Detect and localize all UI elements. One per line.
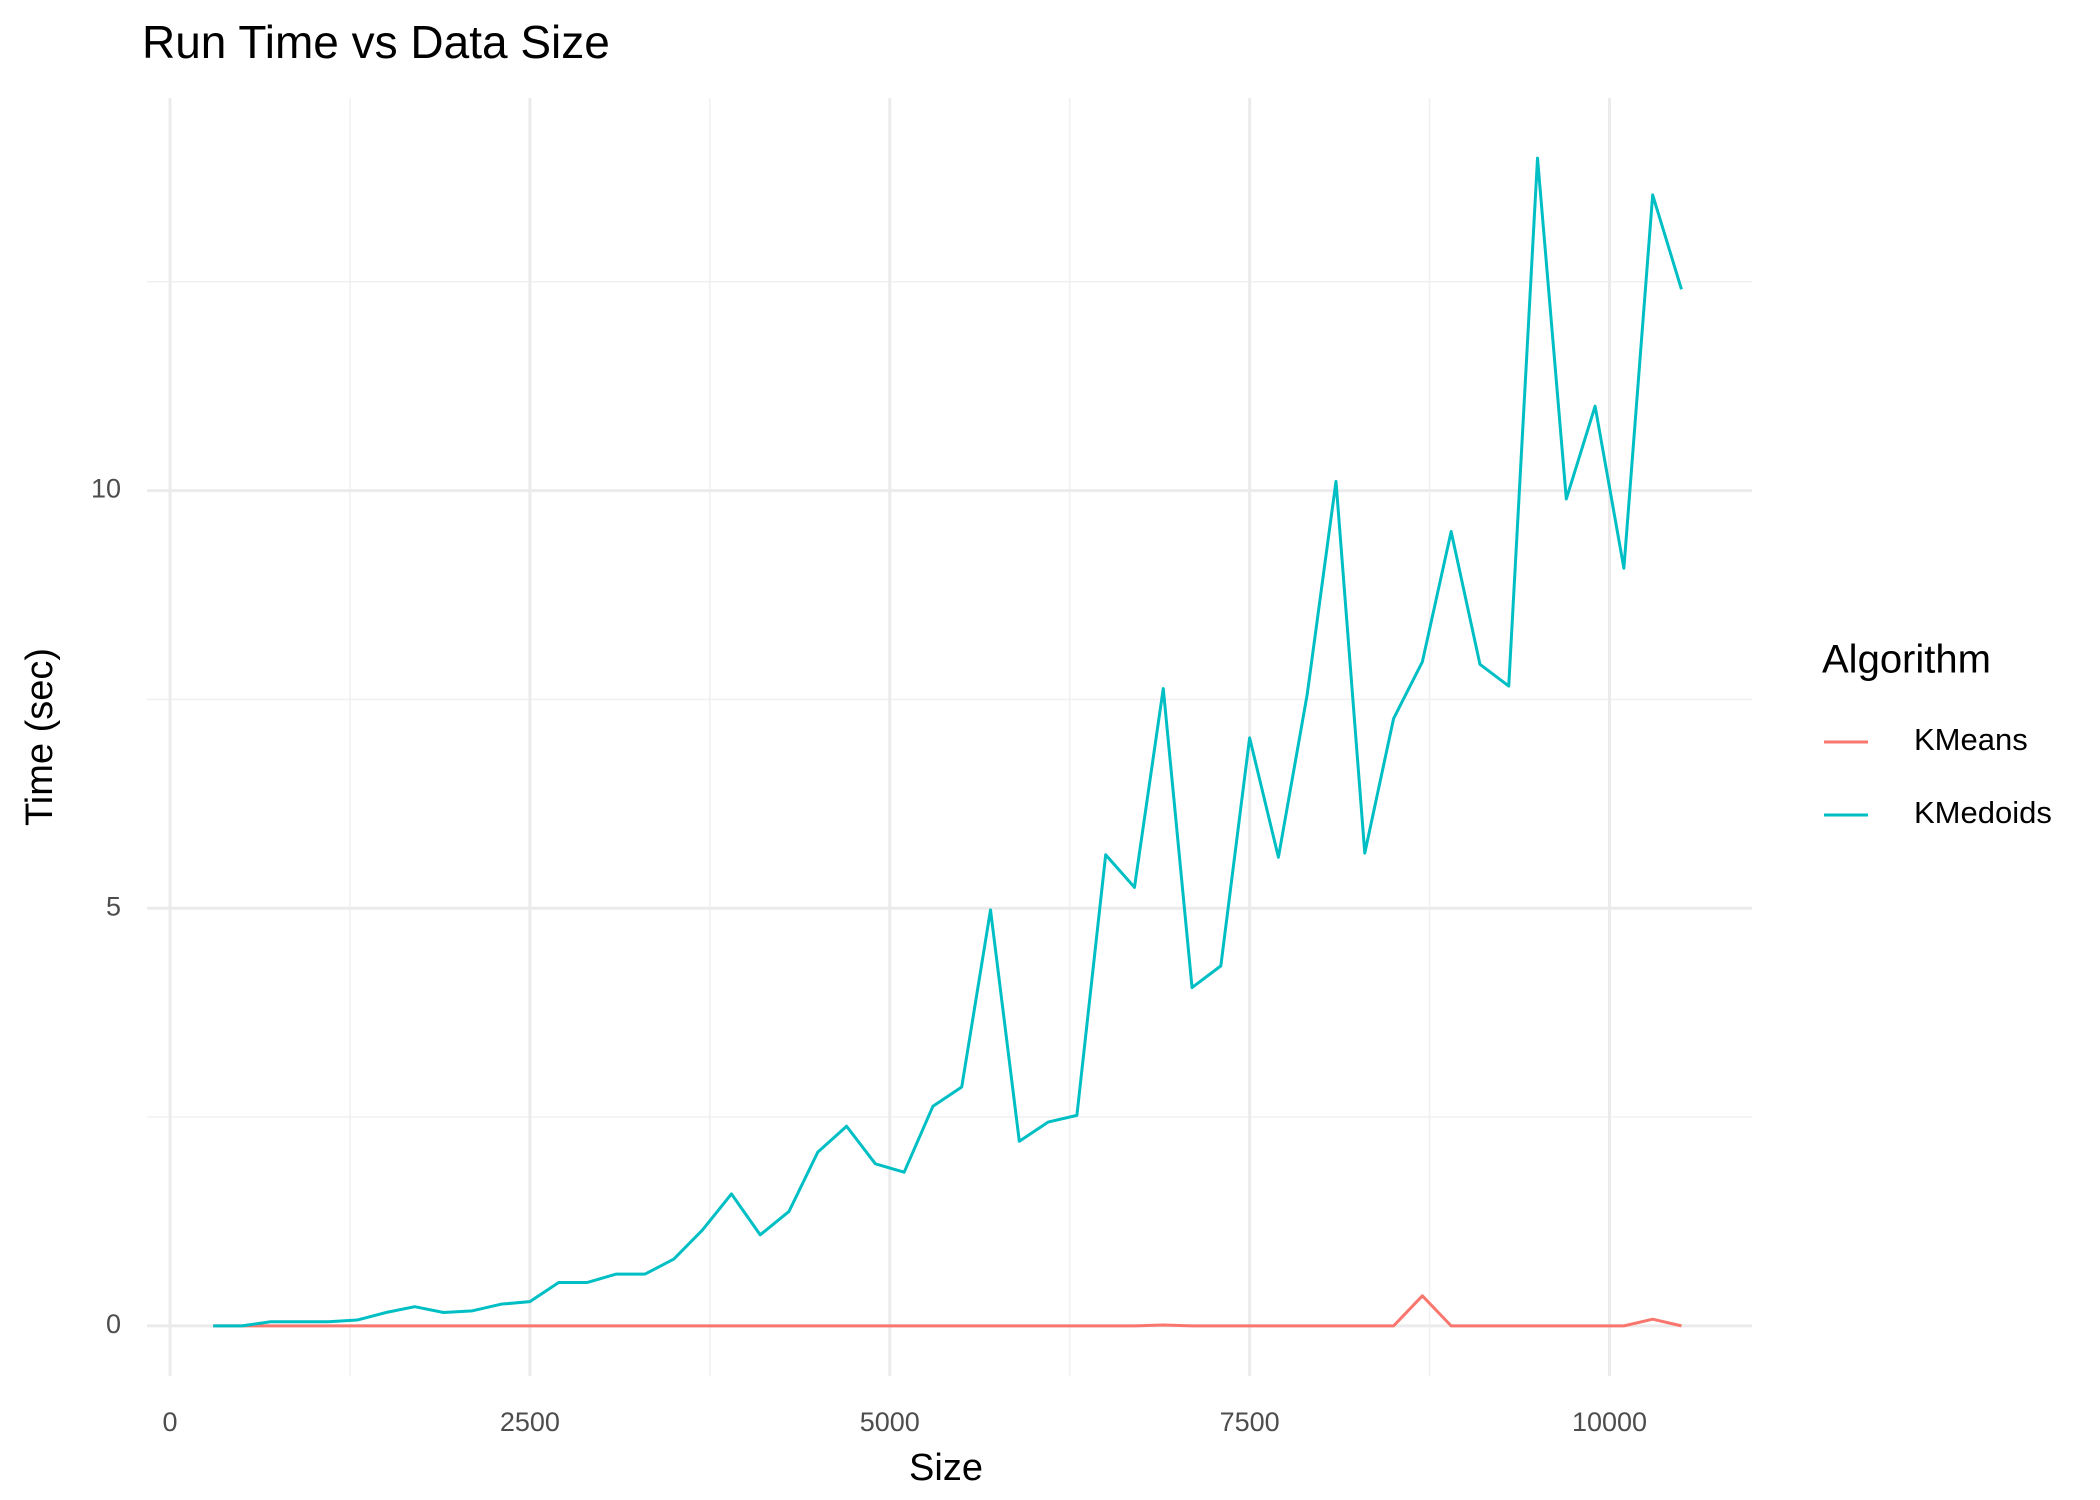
x-tick-label: 2500 — [500, 1407, 560, 1437]
chart-title: Run Time vs Data Size — [142, 16, 610, 68]
y-tick-label: 5 — [106, 891, 121, 921]
y-tick-label: 10 — [91, 474, 121, 504]
x-axis-label: Size — [909, 1447, 983, 1489]
series-line — [213, 1294, 1682, 1328]
y-tick-label: 0 — [106, 1309, 121, 1339]
series-line — [213, 156, 1683, 1328]
x-tick-label: 0 — [163, 1407, 178, 1437]
x-tick-label: 5000 — [860, 1407, 920, 1437]
legend-label: KMeans — [1914, 722, 2028, 757]
x-tick-label: 10000 — [1572, 1407, 1647, 1437]
legend-title: Algorithm — [1822, 638, 1991, 682]
legend-label: KMedoids — [1914, 795, 2052, 830]
x-tick-label: 7500 — [1220, 1407, 1280, 1437]
y-axis-label: Time (sec) — [19, 648, 61, 826]
